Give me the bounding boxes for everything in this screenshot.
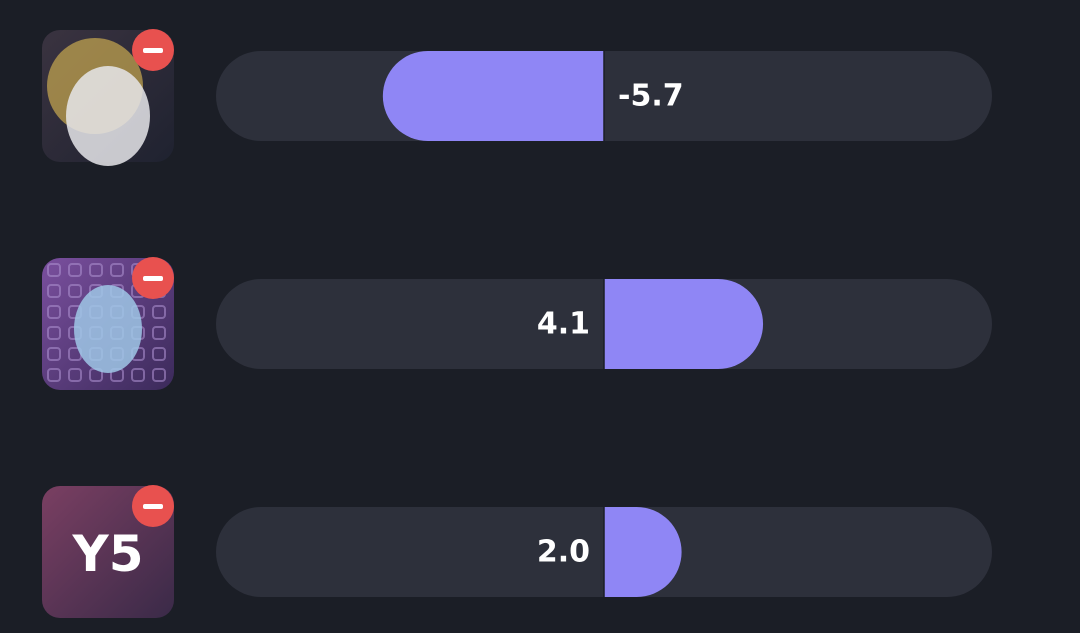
slider-value: 2.0 (537, 535, 590, 570)
remove-icon[interactable] (143, 276, 163, 281)
slider-value: -5.7 (618, 79, 684, 114)
slider-value: 4.1 (537, 307, 590, 342)
avatar-pattern (152, 305, 166, 319)
avatar-pattern (68, 263, 82, 277)
avatar-text: Y5 (72, 525, 144, 583)
slider-fill (604, 279, 764, 369)
avatar-pattern (110, 263, 124, 277)
avatar-pattern (68, 368, 82, 382)
avatar-pattern (152, 368, 166, 382)
avatar-pattern (47, 305, 61, 319)
avatar-pattern (89, 263, 103, 277)
avatar-pattern (47, 347, 61, 361)
avatar-pattern (47, 368, 61, 382)
remove-icon[interactable] (143, 504, 163, 509)
remove-icon[interactable] (143, 48, 163, 53)
avatar-pattern (152, 347, 166, 361)
avatar-pattern (47, 326, 61, 340)
avatar-pattern (68, 284, 82, 298)
avatar-figure (66, 66, 150, 166)
slider-fill (604, 507, 682, 597)
avatar-figure (74, 285, 142, 373)
avatar-pattern (131, 368, 145, 382)
avatar-pattern (47, 284, 61, 298)
avatar-pattern (47, 263, 61, 277)
avatar-pattern (152, 326, 166, 340)
slider-fill (382, 51, 604, 141)
